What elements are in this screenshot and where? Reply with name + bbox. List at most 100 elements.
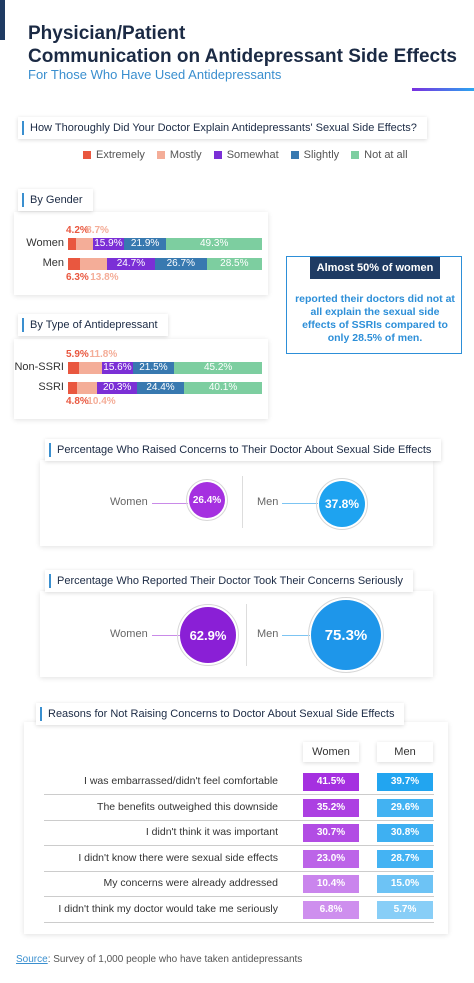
men-value-cell: 30.8% (377, 824, 433, 842)
women-value-cell: 30.7% (303, 824, 359, 842)
header-accent-bar (0, 0, 5, 40)
reasons-label: Reasons for Not Raising Concerns to Doct… (36, 703, 405, 725)
bar-segment: 24.7% (106, 258, 155, 270)
men-value-cell: 5.7% (377, 900, 433, 919)
type-panel (14, 339, 268, 419)
data-label: 11.8% (89, 349, 118, 360)
legend-swatch (83, 151, 91, 159)
data-label: 4.2% (66, 225, 89, 236)
data-label: 6.3% (66, 272, 89, 283)
bar-segment (68, 362, 80, 374)
callout-heading: Almost 50% of women (310, 257, 440, 279)
raised-men-value: 37.8% (319, 481, 365, 527)
bar-row: 24.7% 26.7% 28.5% (68, 258, 262, 270)
serious-women-value: 62.9% (180, 607, 236, 663)
category-label: Non-SSRI (14, 361, 64, 373)
raised-women-label: Women (110, 496, 148, 508)
legend-swatch (213, 151, 222, 159)
bar-segment: 24.4% (136, 382, 185, 394)
data-label: 10.4% (87, 396, 116, 407)
women-value-cell: 10.4% (303, 875, 359, 893)
raised-panel (40, 460, 433, 546)
legend-swatch (290, 151, 299, 159)
reason-label: The benefits outweighed this downside (97, 800, 278, 813)
gender-panel (14, 212, 268, 295)
serious-men-label: Men (257, 628, 279, 640)
reason-label: I didn't think my doctor would take me s… (58, 902, 278, 915)
serious-men-value: 75.3% (311, 600, 381, 670)
serious-divider (246, 604, 247, 666)
serious-concerns-label: Percentage Who Reported Their Doctor Too… (45, 570, 414, 592)
category-label: Men (42, 257, 64, 269)
men-value-cell: 28.7% (377, 849, 433, 868)
legend-item-slightly: Slightly (290, 149, 339, 161)
data-label: 8.7% (86, 225, 109, 236)
legend-swatch (351, 151, 360, 159)
row-divider (44, 921, 434, 923)
source-note: Source: Survey of 1,000 people who have … (16, 954, 303, 965)
legend-item-somewhat: Somewhat (213, 149, 279, 161)
reasons-men-head: Men (377, 742, 433, 762)
raised-concerns-label: Percentage Who Raised Concerns to Their … (45, 439, 442, 461)
bar-segment (68, 258, 81, 270)
reason-label: My concerns were already addressed (103, 877, 278, 889)
bar-row: 15.6% 21.5% 45.2% (68, 362, 262, 374)
serious-women-connector (152, 635, 180, 636)
header-gradient-line (412, 88, 474, 91)
bar-segment: 40.1% (184, 382, 262, 394)
reason-label: I didn't know there were sexual side eff… (78, 851, 278, 864)
legend: Extremely Mostly Somewhat Slightly Not a… (83, 149, 420, 161)
raised-women-value: 26.4% (189, 482, 225, 518)
bar-segment: 26.7% (154, 258, 207, 270)
bar-segment: 15.9% (93, 238, 124, 250)
row-divider (44, 870, 434, 872)
reason-label: I was embarrassed/didn't feel comfortabl… (83, 775, 278, 787)
bar-segment (79, 362, 103, 374)
raised-divider (242, 476, 243, 528)
bar-segment (68, 382, 78, 394)
women-value-cell: 41.5% (303, 773, 359, 791)
men-value-cell: 29.6% (377, 798, 433, 817)
row-divider (44, 794, 434, 795)
bar-row: 15.9% 21.9% 49.3% (68, 238, 262, 250)
row-divider (44, 896, 434, 897)
legend-item-not-at-all: Not at all (351, 149, 408, 161)
row-divider (44, 819, 434, 821)
men-value-cell: 39.7% (377, 773, 433, 791)
row-divider (44, 845, 434, 846)
section-thoroughness-label: How Thoroughly Did Your Doctor Explain A… (18, 117, 427, 139)
legend-item-extremely: Extremely (83, 149, 145, 161)
raised-men-ring (316, 478, 368, 530)
raised-women-connector (152, 503, 188, 504)
women-value-cell: 6.8% (303, 900, 359, 919)
serious-women-ring (177, 604, 239, 666)
bar-segment (77, 382, 98, 394)
callout-body: reported their doctors did not at all ex… (295, 293, 455, 344)
bar-segment (76, 238, 94, 250)
bar-segment: 15.6% (102, 362, 133, 374)
bar-segment (68, 238, 77, 250)
serious-men-ring (308, 597, 384, 673)
callout-box: Almost 50% of women reported their docto… (286, 256, 462, 354)
category-label: SSRI (38, 381, 64, 393)
bar-segment: 21.9% (123, 238, 167, 250)
data-label: 4.8% (66, 396, 89, 407)
bar-segment: 45.2% (174, 362, 262, 374)
serious-women-label: Women (110, 628, 148, 640)
data-label: 13.8% (90, 272, 119, 283)
reason-label: I didn't think it was important (145, 826, 278, 838)
by-type-label: By Type of Antidepressant (18, 314, 168, 336)
raised-women-ring (186, 479, 228, 521)
bar-segment: 49.3% (166, 238, 262, 250)
bar-segment: 21.5% (132, 362, 175, 374)
women-value-cell: 35.2% (303, 798, 359, 817)
bar-segment: 20.3% (97, 382, 137, 394)
legend-swatch (156, 151, 165, 159)
page-subtitle: For Those Who Have Used Antidepressants (28, 67, 282, 82)
raised-men-label: Men (257, 496, 279, 508)
by-gender-label: By Gender (18, 189, 93, 211)
serious-men-connector (282, 635, 310, 636)
data-label: 5.9% (66, 349, 89, 360)
page-title: Physician/Patient Communication on Antid… (28, 23, 457, 67)
category-label: Women (26, 237, 64, 249)
